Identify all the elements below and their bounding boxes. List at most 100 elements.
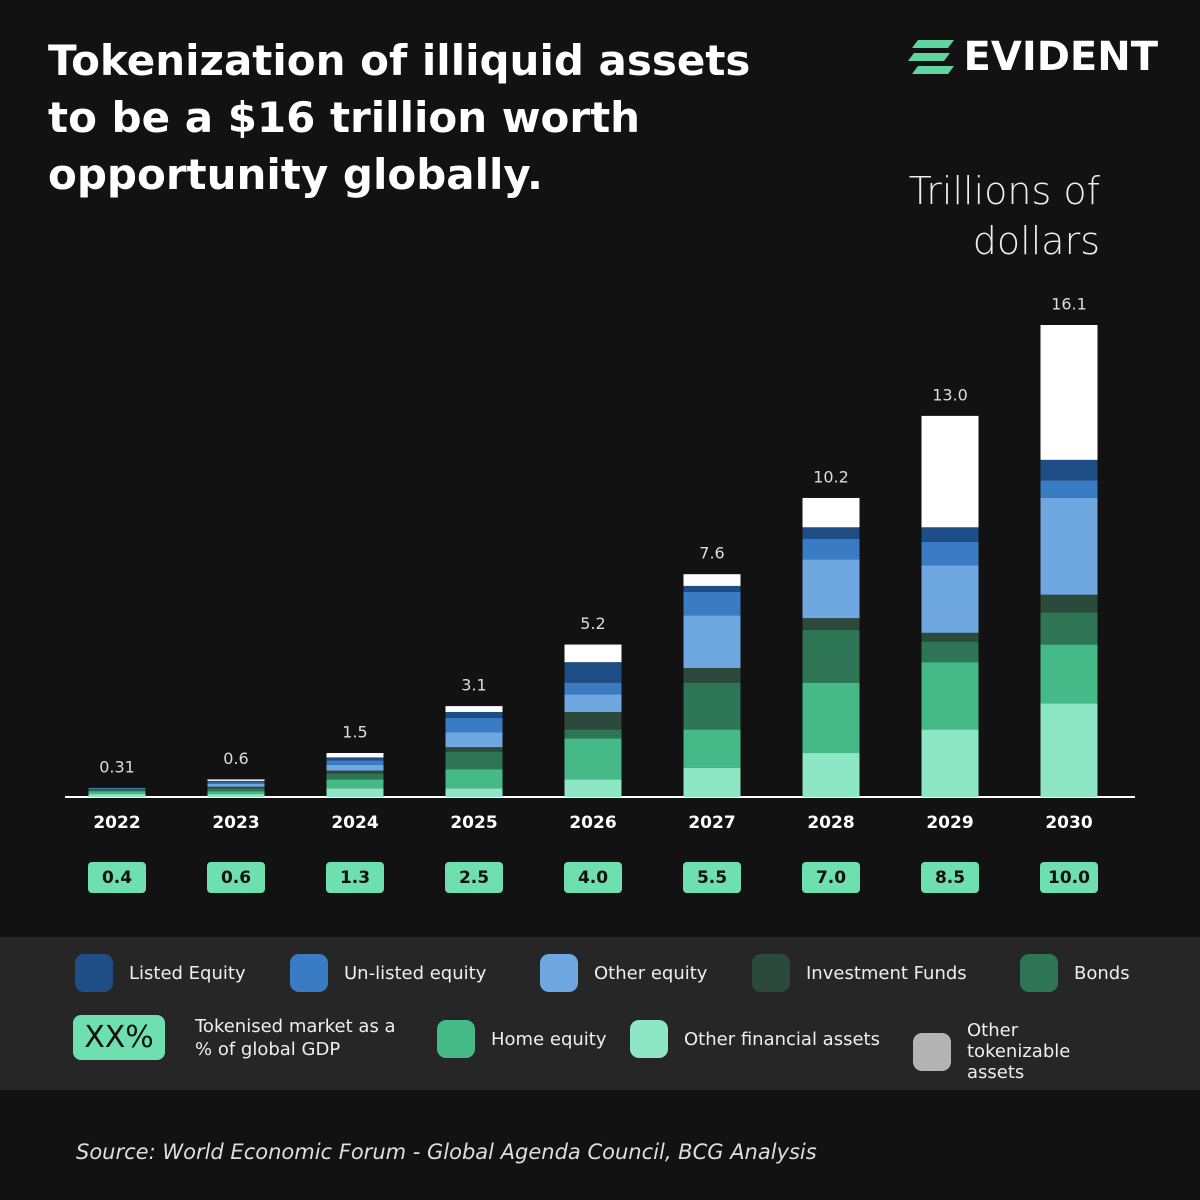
- bar-segment: [683, 682, 741, 730]
- gdp-label: 0.6: [221, 868, 251, 888]
- x-tick-label: 2028: [807, 813, 854, 833]
- bar-segment: [683, 767, 741, 797]
- bar-segment: [1040, 612, 1098, 645]
- legend-label: Listed Equity: [129, 962, 246, 984]
- bar-segment: [445, 769, 503, 789]
- gdp-label: 8.5: [935, 868, 965, 888]
- total-label: 3.1: [461, 676, 486, 695]
- bar-segment: [1040, 594, 1098, 613]
- legend-label: Other equity: [594, 962, 708, 984]
- bar-segment: [921, 641, 979, 663]
- gdp-legend-label: Tokenised market as a % of global GDP: [195, 1016, 396, 1060]
- bar-segment: [802, 539, 860, 560]
- gdp-box: [445, 862, 503, 893]
- bar-segment: [207, 791, 265, 795]
- legend-item: Bonds: [1020, 954, 1130, 992]
- brand-icon: [907, 40, 954, 74]
- bar-segment: [683, 591, 741, 616]
- legend-item: Un-listed equity: [290, 954, 486, 992]
- bar-segment: [564, 779, 622, 797]
- bar-segment: [88, 788, 146, 790]
- bar-segment: [921, 415, 979, 528]
- legend-swatch: [913, 1032, 951, 1071]
- legend-swatch: [437, 1020, 475, 1058]
- gdp-label: 4.0: [578, 868, 608, 888]
- x-tick-label: 2030: [1045, 813, 1092, 833]
- legend-swatch: [752, 954, 790, 992]
- bar-segment: [564, 644, 622, 663]
- x-tick-label: 2025: [450, 813, 497, 833]
- bar-segment: [921, 662, 979, 730]
- gdp-box: [921, 862, 979, 893]
- gdp-box: [802, 862, 860, 893]
- bar-segment: [802, 559, 860, 619]
- legend-swatch: [540, 954, 578, 992]
- legend-label: Other tokenizable assets: [967, 1020, 1071, 1083]
- bar-segment: [445, 751, 503, 770]
- legend-item: Other financial assets: [630, 1020, 880, 1058]
- bar-segment: [802, 497, 860, 528]
- source: Source: World Economic Forum - Global Ag…: [76, 1140, 817, 1164]
- brand: EVIDENT: [907, 34, 1158, 80]
- total-label: 16.1: [1051, 295, 1087, 314]
- legend-item: Listed Equity: [75, 954, 246, 992]
- bar-segment: [445, 747, 503, 752]
- bar-segment: [1040, 480, 1098, 498]
- bar-segment: [88, 794, 146, 797]
- bar-segment: [207, 794, 265, 797]
- bar-segment: [564, 694, 622, 712]
- bar-segment: [564, 662, 622, 683]
- bar-segment: [326, 770, 384, 774]
- legend-item: Home equity: [437, 1020, 607, 1058]
- bar-segment: [445, 732, 503, 748]
- gdp-box: [564, 862, 622, 893]
- bar-segment: [802, 527, 860, 540]
- legend-label: Un-listed equity: [344, 962, 487, 984]
- gdp-label: 7.0: [816, 868, 846, 888]
- legend-item: Other equity: [540, 954, 707, 992]
- legend-swatch: [630, 1020, 668, 1058]
- gdp-label: 5.5: [697, 868, 727, 888]
- bar-segment: [326, 764, 384, 771]
- bar-segment: [207, 779, 265, 781]
- bar-segment: [1040, 703, 1098, 797]
- chart: 0.31 2022 0.4 0.6 2023 0.6 1.5 2024 1.3 3.1 2025 2.…: [65, 295, 1135, 893]
- title: Tokenization of illiquid assets to be a …: [48, 36, 751, 199]
- legend-item: Other tokenizable assets: [913, 1020, 1113, 1083]
- bar-segment: [88, 789, 146, 790]
- bar-segment: [326, 773, 384, 780]
- bar-segment: [683, 585, 741, 592]
- bar-segment: [1040, 497, 1098, 595]
- x-tick-label: 2024: [331, 813, 378, 833]
- bar-segment: [802, 682, 860, 754]
- bar-segment: [683, 729, 741, 768]
- legend-label: Other financial assets: [684, 1028, 880, 1050]
- bar-segment: [921, 729, 979, 797]
- legend-label: Home equity: [491, 1028, 607, 1050]
- legend-swatch: [75, 954, 113, 992]
- bar-segment: [564, 682, 622, 695]
- bar-segment: [802, 629, 860, 683]
- gdp-label: 10.0: [1048, 868, 1090, 888]
- bar-segment: [802, 618, 860, 630]
- x-tick-label: 2022: [93, 813, 140, 833]
- axis-label: Trillions of dollars: [908, 169, 1100, 263]
- bar-segment: [88, 791, 146, 795]
- bar-segment: [207, 780, 265, 783]
- bar-segment: [683, 668, 741, 683]
- bar-segment: [921, 632, 979, 642]
- bar-segment: [683, 615, 741, 669]
- x-tick-label: 2027: [688, 813, 735, 833]
- total-label: 10.2: [813, 467, 849, 486]
- gdp-label: 0.4: [102, 868, 132, 888]
- bar-segment: [326, 779, 384, 789]
- gdp-box: [1040, 862, 1098, 893]
- bar-segment: [88, 789, 146, 792]
- x-tick-label: 2026: [569, 813, 616, 833]
- bar-segment: [564, 711, 622, 730]
- legend-label: Bonds: [1074, 962, 1130, 984]
- bar-segment: [326, 757, 384, 761]
- gdp-box: [683, 862, 741, 893]
- bar-segment: [683, 574, 741, 586]
- bar-segment: [445, 711, 503, 718]
